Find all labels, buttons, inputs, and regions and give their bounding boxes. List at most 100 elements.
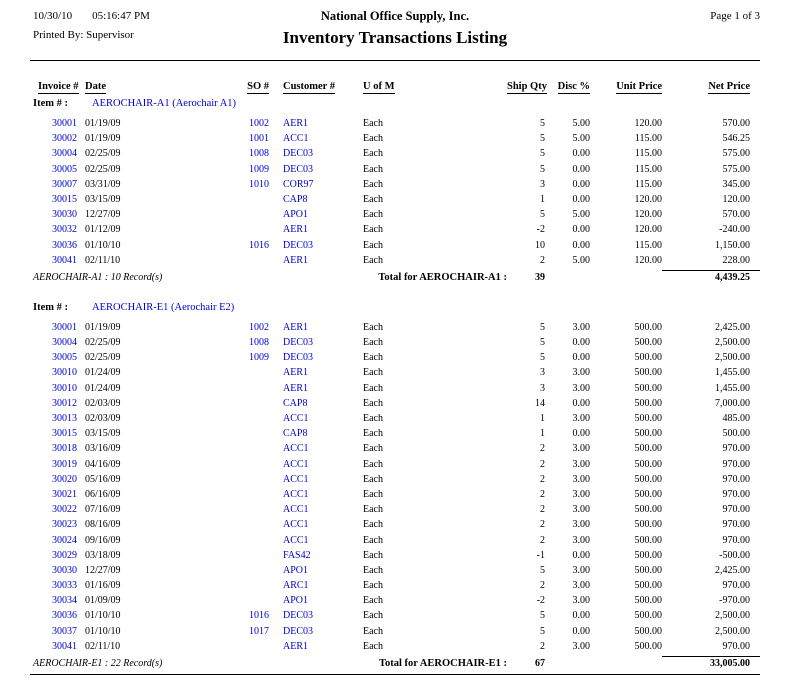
cell-uom: Each bbox=[363, 595, 383, 607]
cell-customer[interactable]: AER1 bbox=[283, 118, 308, 129]
cell-so[interactable]: 1002 bbox=[249, 321, 269, 333]
cell-uom: Each bbox=[363, 133, 383, 145]
cell-invoice[interactable]: 30002 bbox=[52, 133, 77, 145]
cell-customer[interactable]: APO1 bbox=[283, 595, 309, 607]
group-total-qty: 67 bbox=[535, 658, 545, 669]
cell-invoice[interactable]: 30018 bbox=[52, 443, 77, 455]
cell-customer[interactable]: FAS42 bbox=[283, 549, 311, 561]
cell-so[interactable]: 1009 bbox=[249, 352, 269, 364]
cell-invoice[interactable]: 30005 bbox=[52, 163, 77, 175]
cell-invoice[interactable]: 30037 bbox=[52, 625, 77, 637]
cell-invoice[interactable]: 30015 bbox=[52, 193, 77, 205]
cell-so[interactable]: 1016 bbox=[249, 239, 269, 251]
cell-invoice[interactable]: 30004 bbox=[52, 148, 77, 160]
cell-invoice[interactable]: 30023 bbox=[52, 519, 77, 531]
cell-invoice[interactable]: 30015 bbox=[52, 428, 77, 440]
cell-customer[interactable]: AER1 bbox=[283, 382, 308, 394]
cell-customer[interactable]: ACC1 bbox=[283, 534, 309, 546]
cell-customer[interactable]: DEC03 bbox=[283, 337, 313, 349]
item-name-link[interactable]: AEROCHAIR-A1 (Aerochair A1) bbox=[92, 98, 237, 109]
cell-invoice[interactable]: 30013 bbox=[52, 413, 77, 424]
cell-customer[interactable]: DEC03 bbox=[283, 239, 313, 251]
cell-so[interactable]: 1017 bbox=[249, 625, 269, 637]
print-date: 10/30/10 bbox=[33, 10, 73, 22]
cell-customer[interactable]: DEC03 bbox=[283, 148, 313, 160]
cell-customer[interactable]: DEC03 bbox=[283, 625, 313, 637]
transaction-row: 30036 01/10/10 1016 DEC03 Each 10 0.00 115.00 1,… bbox=[30, 238, 760, 253]
cell-invoice[interactable]: 30022 bbox=[52, 504, 77, 516]
cell-invoice[interactable]: 30036 bbox=[52, 239, 77, 251]
cell-invoice[interactable]: 30007 bbox=[52, 178, 77, 190]
cell-ship-qty: 5 bbox=[540, 163, 545, 175]
cell-disc-pct: 3.00 bbox=[572, 640, 591, 652]
cell-customer[interactable]: ACC1 bbox=[283, 413, 309, 424]
cell-disc-pct: 3.00 bbox=[572, 534, 591, 546]
cell-invoice[interactable]: 30041 bbox=[52, 254, 77, 266]
cell-ship-qty: 2 bbox=[540, 580, 545, 592]
cell-invoice[interactable]: 30021 bbox=[52, 488, 77, 500]
cell-invoice[interactable]: 30004 bbox=[52, 337, 77, 349]
cell-net-price: 970.00 bbox=[722, 473, 751, 485]
transaction-row: 30015 03/15/09 CAP8 Each 1 0.00 500.00 500.00 bbox=[30, 426, 760, 441]
cell-so[interactable]: 1010 bbox=[249, 178, 269, 190]
cell-customer[interactable]: AER1 bbox=[283, 367, 308, 379]
cell-customer[interactable]: ACC1 bbox=[283, 473, 309, 485]
cell-customer[interactable]: ACC1 bbox=[283, 519, 309, 531]
cell-invoice[interactable]: 30029 bbox=[52, 549, 77, 561]
cell-so[interactable]: 1008 bbox=[249, 337, 269, 349]
cell-net-price: 970.00 bbox=[722, 519, 751, 531]
cell-customer[interactable]: APO1 bbox=[283, 564, 309, 576]
record-count-text: AEROCHAIR-A1 : 10 Record(s) bbox=[33, 271, 163, 283]
cell-customer[interactable]: AER1 bbox=[283, 224, 308, 236]
cell-invoice[interactable]: 30036 bbox=[52, 610, 77, 622]
cell-customer[interactable]: ACC1 bbox=[283, 504, 309, 516]
cell-invoice[interactable]: 30010 bbox=[52, 367, 77, 379]
cell-customer[interactable]: AER1 bbox=[283, 640, 308, 652]
cell-so[interactable]: 1016 bbox=[249, 610, 269, 622]
cell-customer[interactable]: CAP8 bbox=[283, 193, 308, 205]
cell-customer[interactable]: ARC1 bbox=[283, 580, 309, 592]
cell-invoice[interactable]: 30005 bbox=[52, 352, 77, 364]
cell-invoice[interactable]: 30020 bbox=[52, 473, 77, 485]
cell-date: 01/12/09 bbox=[85, 224, 121, 236]
cell-invoice[interactable]: 30030 bbox=[52, 209, 77, 221]
col-header-so: SO # bbox=[247, 81, 269, 94]
cell-invoice[interactable]: 30012 bbox=[52, 397, 77, 409]
cell-so[interactable]: 1009 bbox=[249, 163, 269, 175]
cell-invoice[interactable]: 30010 bbox=[52, 382, 77, 394]
cell-customer[interactable]: ACC1 bbox=[283, 488, 309, 500]
cell-so[interactable]: 1008 bbox=[249, 148, 269, 160]
cell-customer[interactable]: CAP8 bbox=[283, 397, 308, 409]
cell-so[interactable]: 1002 bbox=[249, 118, 269, 129]
cell-ship-qty: 1 bbox=[540, 428, 545, 440]
cell-customer[interactable]: ACC1 bbox=[283, 443, 309, 455]
cell-invoice[interactable]: 30030 bbox=[52, 564, 77, 576]
cell-invoice[interactable]: 30019 bbox=[52, 458, 77, 470]
cell-customer[interactable]: DEC03 bbox=[283, 352, 313, 364]
cell-invoice[interactable]: 30041 bbox=[52, 640, 77, 652]
cell-customer[interactable]: CAP8 bbox=[283, 428, 308, 440]
cell-so[interactable]: 1001 bbox=[249, 133, 269, 145]
cell-disc-pct: 3.00 bbox=[572, 443, 591, 455]
cell-net-price: 2,500.00 bbox=[715, 337, 750, 349]
cell-customer[interactable]: DEC03 bbox=[283, 163, 313, 175]
cell-customer[interactable]: ACC1 bbox=[283, 458, 309, 470]
cell-invoice[interactable]: 30001 bbox=[52, 321, 77, 333]
cell-customer[interactable]: APO1 bbox=[283, 209, 309, 221]
item-name-link[interactable]: AEROCHAIR-E1 (Aerochair E2) bbox=[92, 301, 235, 313]
cell-customer[interactable]: AER1 bbox=[283, 254, 308, 266]
cell-invoice[interactable]: 30034 bbox=[52, 595, 77, 607]
cell-uom: Each bbox=[363, 337, 383, 349]
cell-customer[interactable]: AER1 bbox=[283, 321, 308, 333]
cell-invoice[interactable]: 30033 bbox=[52, 580, 77, 592]
cell-disc-pct: 3.00 bbox=[572, 367, 591, 379]
cell-net-price: 485.00 bbox=[722, 413, 751, 424]
cell-customer[interactable]: ACC1 bbox=[283, 133, 309, 145]
cell-invoice[interactable]: 30001 bbox=[52, 118, 77, 129]
cell-customer[interactable]: DEC03 bbox=[283, 610, 313, 622]
cell-unit-price: 500.00 bbox=[634, 504, 663, 516]
cell-invoice[interactable]: 30032 bbox=[52, 224, 77, 236]
cell-customer[interactable]: COR97 bbox=[283, 178, 314, 190]
cell-invoice[interactable]: 30024 bbox=[52, 534, 77, 546]
cell-ship-qty: 3 bbox=[540, 367, 545, 379]
